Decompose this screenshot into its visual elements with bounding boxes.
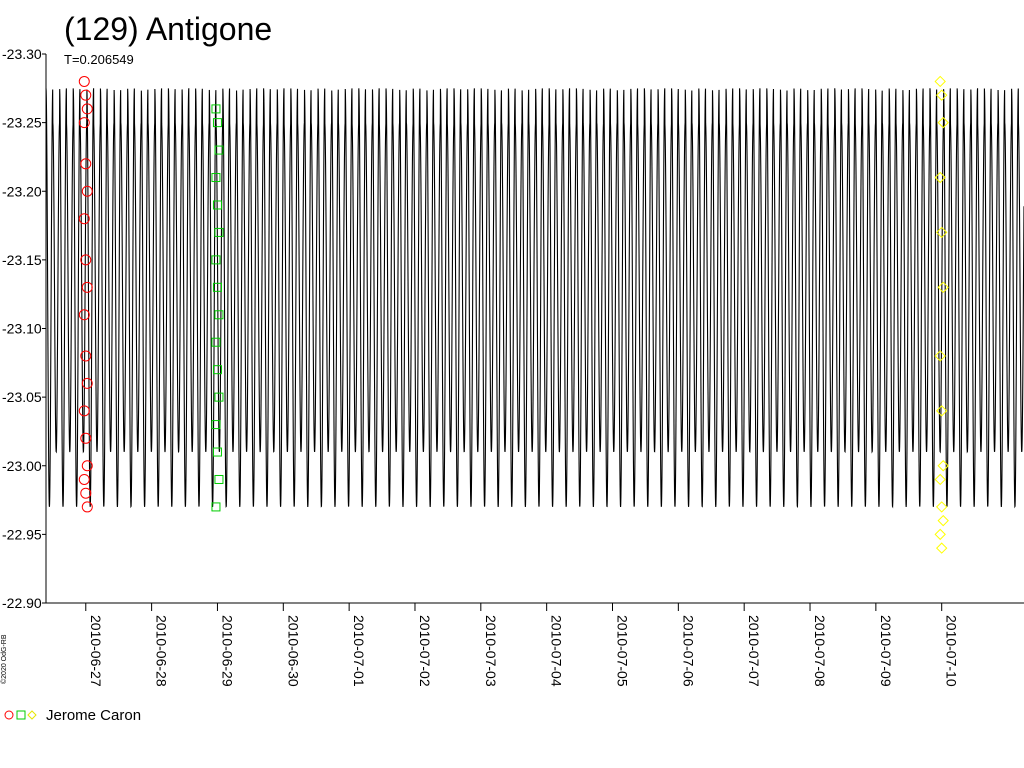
data-point-series-0 [80, 254, 92, 266]
data-point-series-1 [214, 227, 224, 237]
x-tick-label: 2010-07-06 [680, 615, 696, 687]
data-point-series-0 [80, 432, 92, 444]
data-point-series-2 [935, 226, 948, 239]
data-point-series-0 [78, 473, 90, 485]
y-tick-label: -23.05 [2, 389, 42, 405]
x-tick-label: 2010-06-28 [154, 615, 170, 687]
legend-diamond-marker [27, 710, 37, 720]
data-point-series-1 [214, 392, 224, 402]
data-point-series-0 [78, 117, 90, 129]
data-point-series-1 [211, 420, 221, 430]
data-point-series-0 [81, 501, 93, 513]
data-point-series-0 [80, 89, 92, 101]
x-tick-label: 2010-07-03 [483, 615, 499, 687]
x-tick-label: 2010-07-04 [549, 615, 565, 687]
data-point-series-2 [934, 171, 946, 184]
data-point-series-2 [934, 528, 946, 541]
observation-points [78, 75, 949, 554]
data-point-series-0 [81, 281, 93, 293]
data-point-series-2 [935, 501, 948, 513]
data-point-series-0 [81, 185, 93, 197]
data-point-series-2 [935, 89, 948, 101]
x-tick-label: 2010-06-27 [88, 615, 104, 687]
data-point-series-1 [212, 200, 222, 210]
data-point-series-1 [212, 365, 222, 375]
data-point-series-0 [80, 350, 92, 362]
y-axis: -23.30 -23.25 -23.20 -23.15 -23.10 -23.05 -23.… [2, 46, 47, 611]
legend-circle-marker [4, 710, 14, 720]
data-point-series-1 [211, 337, 221, 347]
data-point-series-0 [80, 487, 92, 499]
y-tick-label: -23.10 [2, 321, 42, 337]
data-point-series-0 [78, 309, 90, 321]
data-point-series-1 [211, 104, 221, 114]
data-point-series-0 [78, 75, 90, 87]
x-tick-label: 2010-07-09 [878, 615, 894, 687]
x-tick-label: 2010-07-02 [417, 615, 433, 687]
x-axis: 2010-06-27 2010-06-28 2010-06-29 2010-06-30… [46, 602, 1024, 687]
data-point-series-2 [937, 281, 949, 294]
y-tick-label: -22.95 [2, 526, 42, 542]
data-point-series-2 [937, 116, 949, 129]
data-point-series-0 [80, 158, 92, 170]
x-tick-label: 2010-07-08 [812, 615, 828, 687]
data-point-series-1 [212, 118, 222, 128]
data-point-series-2 [934, 350, 946, 362]
data-point-series-0 [78, 405, 90, 417]
data-point-series-2 [934, 75, 946, 88]
data-point-series-1 [214, 474, 224, 484]
data-point-series-0 [78, 213, 90, 225]
data-point-series-0 [81, 103, 93, 115]
chart-title: (129) Antigone [64, 11, 272, 47]
data-point-series-2 [935, 542, 948, 554]
x-tick-label: 2010-07-05 [614, 615, 630, 687]
data-point-series-1 [212, 282, 222, 292]
y-tick-label: -23.30 [2, 46, 42, 62]
data-point-series-0 [81, 460, 93, 472]
y-tick-label: -23.20 [2, 183, 42, 199]
legend: Jerome Caron [4, 707, 141, 724]
legend-square-marker [16, 710, 26, 720]
data-point-series-1 [211, 502, 221, 512]
y-tick-label: -22.90 [2, 595, 42, 611]
x-tick-label: 2010-06-29 [219, 615, 235, 687]
x-tick-label: 2010-07-07 [746, 615, 762, 687]
y-tick-label: -23.15 [2, 252, 42, 268]
data-point-series-1 [214, 310, 224, 320]
model-lightcurve [45, 88, 1024, 509]
data-point-series-1 [214, 145, 224, 155]
data-point-series-2 [934, 473, 946, 486]
data-point-series-2 [937, 460, 949, 472]
data-point-series-1 [211, 173, 221, 183]
y-tick-label: -23.25 [2, 115, 42, 131]
legend-label: Jerome Caron [46, 707, 141, 724]
y-tick-label: -23.00 [2, 458, 42, 474]
data-point-series-1 [212, 447, 222, 457]
x-tick-label: 2010-07-01 [351, 615, 367, 687]
chart-subtitle: T=0.206549 [64, 52, 134, 67]
credit-text: ©2020 OdG-RB [0, 634, 8, 684]
data-point-series-2 [937, 514, 949, 527]
x-tick-label: 2010-07-10 [944, 615, 960, 687]
data-point-series-2 [935, 405, 948, 417]
data-point-series-1 [211, 255, 221, 265]
x-tick-label: 2010-06-30 [285, 615, 301, 687]
data-point-series-0 [81, 377, 93, 389]
